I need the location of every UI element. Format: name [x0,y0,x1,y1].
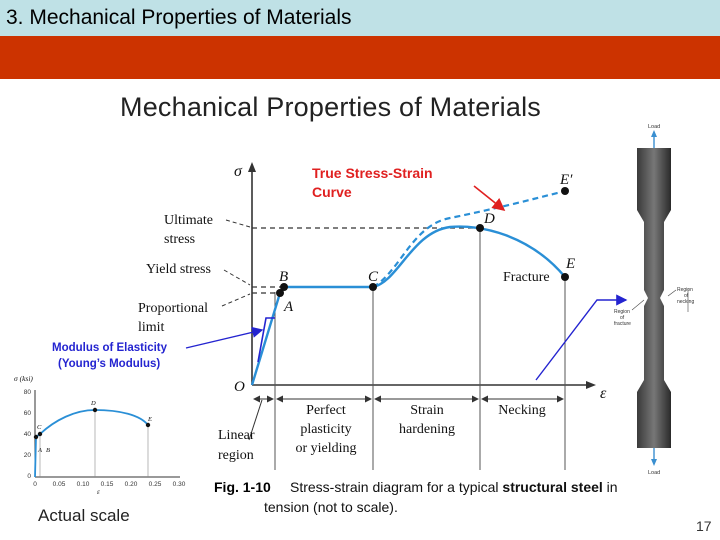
inset-label-a: A [37,447,42,454]
point-b [280,283,288,291]
point-d [476,224,484,232]
fracture-label: Fracture [503,270,550,285]
proportional-leader [221,293,251,307]
accent-bar [0,36,720,79]
linear-region-label: Linear [218,428,255,443]
specimen-photo: Load Load Region of necking Region of fr… [614,120,694,480]
origin-label: O [234,379,245,395]
modulus-slope-marker [257,317,275,363]
x-axis-symbol: ε [600,385,607,402]
inset-y-tick-60: 60 [24,410,32,417]
inset-label-b: B [46,447,50,454]
figure-caption-line2: tension (not to scale). [264,499,398,515]
inset-x-tick-0: 0 [33,481,37,488]
yield-stress-label: Yield stress [146,262,211,277]
ultimate-stress-label: Ultimate [164,213,213,228]
necking-region-label-2: of [684,293,689,299]
inset-point-b [33,434,39,440]
yield-leader [223,269,251,286]
plasticity-label-2: plasticity [300,422,351,437]
plasticity-label-3: or yielding [295,441,356,456]
inset-chart: σ (ksi) 80 60 40 20 0 0 0.05 0.10 0.15 0… [14,370,188,496]
specimen-bar [637,148,671,448]
figure-caption-line1: Stress-strain diagram for a typical stru… [290,479,618,495]
inset-x-tick-025: 0.25 [149,481,162,488]
inset-y-axis-label: σ (ksi) [14,374,33,383]
proportional-limit-label: Proportional [138,301,208,316]
modulus-arrow [185,326,264,349]
inset-point-d [92,407,98,413]
inset-y-tick-0: 0 [27,473,31,480]
y-axis-symbol: σ [234,163,243,180]
slide-title: Mechanical Properties of Materials [120,92,541,122]
point-e-prime [561,187,569,195]
inset-y-tick-40: 40 [24,431,32,438]
region-arrows [248,395,564,441]
inset-label-e: E [147,416,152,423]
inset-y-tick-20: 20 [24,452,32,459]
label-b: B [279,269,288,285]
specimen-pointer-arrow [535,294,628,381]
fracture-region-label-3: fracture [614,321,631,327]
point-c [369,283,377,291]
inset-caption: Actual scale [38,506,130,525]
label-e: E [565,256,575,272]
plasticity-label: Perfect [306,403,346,418]
modulus-label: Modulus of Elasticity [52,342,168,354]
inset-point-c [37,431,43,437]
linear-region-label-2: region [218,448,254,463]
engineering-stress-strain-curve [250,225,566,386]
inset-x-tick-030: 0.30 [173,481,186,488]
label-c: C [368,269,379,285]
load-label-bottom: Load [648,470,660,476]
section-title: 3. Mechanical Properties of Materials [6,6,352,29]
point-e [561,273,569,281]
necking-region-label-3: necking [677,299,694,305]
inset-label-c: C [37,424,42,431]
hardening-label-2: hardening [399,422,455,437]
inset-x-axis-label: ε [97,488,100,496]
main-axes [248,162,596,389]
region-dividers [274,228,566,470]
proportional-limit-label-2: limit [138,320,165,335]
fracture-region-label: Region [614,309,630,315]
point-a [276,289,284,297]
true-curve-label-2: Curve [312,184,352,200]
ultimate-leader [225,219,251,228]
true-stress-strain-curve [372,189,566,288]
label-e-prime: E′ [559,172,573,188]
inset-x-tick-005: 0.05 [53,481,66,488]
hardening-label: Strain [410,403,443,418]
true-curve-arrow [473,185,506,211]
label-a: A [283,299,294,315]
figure-number: Fig. 1-10 [214,479,271,495]
inset-y-tick-80: 80 [24,389,32,396]
true-curve-label: True Stress-Strain [312,165,433,181]
inset-x-tick-010: 0.10 [77,481,90,488]
inset-label-d: D [90,400,96,407]
header-bar: 3. Mechanical Properties of Materials [0,0,720,36]
necking-label: Necking [498,403,545,418]
page-number: 17 [696,518,712,534]
necking-region-label: Region [677,287,693,293]
modulus-label-2: (Young’s Modulus) [58,358,160,370]
inset-x-tick-015: 0.15 [101,481,114,488]
inset-point-e [145,422,151,428]
inset-x-tick-020: 0.20 [125,481,138,488]
fracture-region-label-2: of [620,315,625,321]
label-d: D [483,211,495,227]
curve-points [276,187,569,297]
ultimate-stress-label-2: stress [164,232,195,247]
load-label-top: Load [648,124,660,130]
